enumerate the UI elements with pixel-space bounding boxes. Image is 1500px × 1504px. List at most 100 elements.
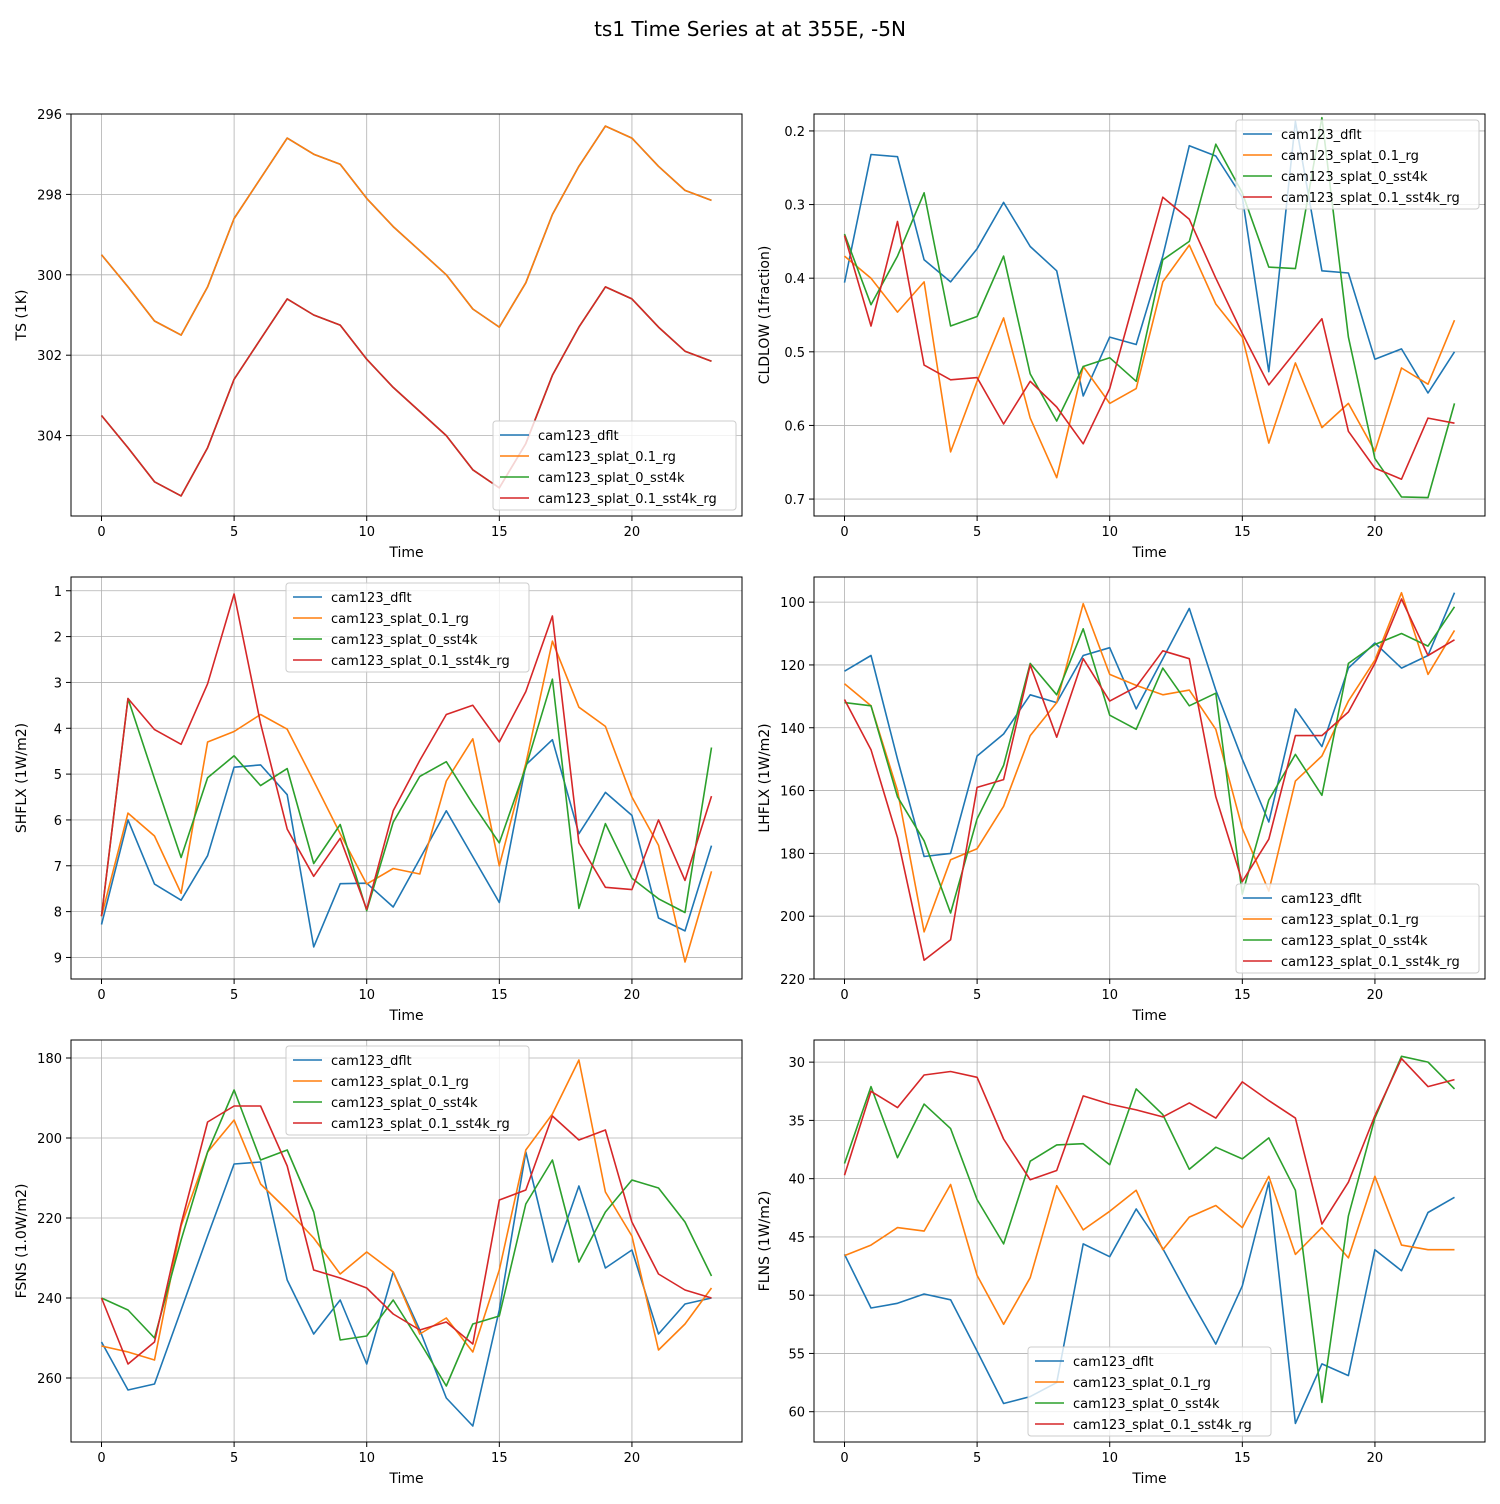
legend-label: cam123_dflt bbox=[538, 429, 619, 444]
y-tick-label: 3 bbox=[54, 676, 62, 691]
x-tick-label: 5 bbox=[230, 988, 238, 1003]
y-tick-label: 1 bbox=[54, 585, 62, 600]
y-tick-label: 30 bbox=[788, 1056, 805, 1071]
y-tick-label: 8 bbox=[54, 906, 62, 921]
y-tick-label: 7 bbox=[54, 860, 62, 875]
axes-frame bbox=[813, 576, 1486, 980]
x-tick-label: 15 bbox=[491, 525, 508, 540]
x-axis-label: Time bbox=[1131, 1471, 1166, 1487]
y-axis-label: SHFLX (1W/m2) bbox=[14, 723, 30, 833]
grid bbox=[71, 1040, 742, 1442]
series-line-cam123_splat_0_sst4k bbox=[843, 1055, 1456, 1404]
y-tick-label: 45 bbox=[788, 1231, 805, 1246]
y-tick-label: 40 bbox=[788, 1173, 805, 1188]
series-line-cam123_dflt bbox=[100, 738, 713, 948]
series-line-cam123_splat_0.1_sst4k_rg bbox=[100, 1105, 712, 1365]
y-tick-label: 220 bbox=[37, 1212, 62, 1227]
x-tick-label: 20 bbox=[624, 525, 641, 540]
x-tick-label: 0 bbox=[840, 1451, 848, 1466]
y-tick-label: 55 bbox=[788, 1347, 805, 1362]
legend-label: cam123_splat_0.1_rg bbox=[331, 1075, 469, 1090]
x-tick-label: 10 bbox=[1101, 525, 1118, 540]
x-tick-label: 10 bbox=[358, 525, 375, 540]
x-tick-label: 15 bbox=[1234, 988, 1251, 1003]
series-line-cam123_splat_0.1_sst4k_rg bbox=[100, 286, 712, 497]
subplot-6: 0 5 10 15 20 30 35 40 45 50 55 60 Time FLNS (1W/m2) ca… bbox=[757, 1039, 1486, 1487]
legend: cam123_dflt cam123_splat_0.1_rg cam123_spl… bbox=[1235, 883, 1480, 974]
legend-label: cam123_splat_0_sst4k bbox=[538, 471, 685, 486]
series-line-cam123_splat_0.1_rg bbox=[100, 640, 713, 963]
legend-label: cam123_splat_0_sst4k bbox=[1073, 1397, 1220, 1412]
x-tick-label: 10 bbox=[358, 1451, 375, 1466]
series-line-cam123_dflt bbox=[843, 1181, 1455, 1425]
series-line-cam123_splat_0.1_rg bbox=[844, 1175, 1455, 1326]
y-tick-label: 6 bbox=[54, 814, 62, 829]
axes-frame bbox=[70, 113, 743, 517]
x-tick-label: 0 bbox=[840, 525, 848, 540]
x-tick-label: 0 bbox=[97, 1451, 105, 1466]
axes-frame bbox=[813, 1039, 1486, 1443]
legend-box bbox=[1235, 883, 1480, 974]
legend-label: cam123_dflt bbox=[1073, 1355, 1154, 1370]
y-axis-label: LHFLX (1W/m2) bbox=[757, 723, 773, 832]
y-tick-label: 220 bbox=[780, 973, 805, 988]
legend: cam123_dflt cam123_splat_0.1_rg cam123_spl… bbox=[1235, 119, 1480, 210]
x-tick-label: 5 bbox=[973, 1451, 981, 1466]
x-tick-label: 20 bbox=[1367, 1451, 1384, 1466]
legend-label: cam123_splat_0.1_rg bbox=[1073, 1376, 1211, 1391]
x-axis-label: Time bbox=[388, 545, 423, 561]
x-tick-label: 10 bbox=[358, 988, 375, 1003]
y-tick-label: 300 bbox=[37, 269, 62, 284]
x-axis-label: Time bbox=[1131, 1008, 1166, 1024]
y-tick-label: 260 bbox=[37, 1372, 62, 1387]
legend-label: cam123_splat_0_sst4k bbox=[1281, 170, 1428, 185]
legend: cam123_dflt cam123_splat_0.1_rg cam123_spl… bbox=[285, 582, 530, 673]
x-tick-label: 5 bbox=[230, 1451, 238, 1466]
legend-label: cam123_dflt bbox=[1281, 128, 1362, 143]
y-tick-label: 2 bbox=[54, 631, 62, 646]
axes-frame bbox=[70, 576, 743, 980]
legend-label: cam123_splat_0.1_sst4k_rg bbox=[331, 654, 510, 669]
legend-label: cam123_splat_0.1_sst4k_rg bbox=[1281, 955, 1460, 970]
legend-label: cam123_splat_0.1_rg bbox=[1281, 149, 1419, 164]
y-tick-label: 296 bbox=[37, 108, 62, 123]
legend-label: cam123_splat_0.1_sst4k_rg bbox=[538, 492, 717, 507]
y-tick-label: 4 bbox=[54, 722, 62, 737]
subplot-2: 0 5 10 15 20 0.2 0.3 0.4 0.5 0.6 0.7 Time CLDLOW (1f… bbox=[757, 113, 1486, 561]
series-line-cam123_splat_0.1_rg bbox=[843, 244, 1456, 479]
x-axis-label: Time bbox=[388, 1008, 423, 1024]
y-axis-label: FLNS (1W/m2) bbox=[757, 1191, 773, 1292]
series-group bbox=[843, 591, 1456, 962]
series-line-cam123_dflt bbox=[844, 592, 1456, 858]
series-line-cam123_splat_0_sst4k bbox=[101, 1089, 713, 1387]
series-group bbox=[100, 1059, 713, 1427]
x-tick-label: 20 bbox=[624, 1451, 641, 1466]
y-tick-label: 0.7 bbox=[784, 493, 805, 508]
y-tick-label: 180 bbox=[37, 1052, 62, 1067]
legend-box bbox=[1235, 119, 1480, 210]
y-axis-label: CLDLOW (1fraction) bbox=[757, 246, 773, 385]
y-tick-label: 200 bbox=[37, 1132, 62, 1147]
x-axis-label: Time bbox=[1131, 545, 1166, 561]
legend-label: cam123_splat_0_sst4k bbox=[331, 633, 478, 648]
y-tick-label: 120 bbox=[780, 659, 805, 674]
y-tick-label: 35 bbox=[788, 1114, 805, 1129]
axes-frame bbox=[813, 113, 1486, 517]
y-tick-label: 0.6 bbox=[784, 419, 805, 434]
subplot-4: 0 5 10 15 20 100 120 140 160 180 200 220 Time LHFLX (… bbox=[757, 576, 1486, 1024]
legend-box bbox=[492, 420, 737, 511]
x-tick-label: 20 bbox=[624, 988, 641, 1003]
series-line-cam123_splat_0.1_rg bbox=[843, 591, 1456, 933]
series-line-cam123_splat_0_sst4k bbox=[844, 606, 1456, 914]
y-tick-label: 100 bbox=[780, 596, 805, 611]
y-tick-label: 180 bbox=[780, 847, 805, 862]
y-tick-label: 9 bbox=[54, 951, 62, 966]
legend-box bbox=[285, 582, 530, 673]
x-tick-label: 15 bbox=[1234, 525, 1251, 540]
figure-title: ts1 Time Series at at 355E, -5N bbox=[594, 17, 906, 41]
y-tick-label: 5 bbox=[54, 768, 62, 783]
x-tick-label: 15 bbox=[491, 988, 508, 1003]
legend-label: cam123_splat_0_sst4k bbox=[331, 1096, 478, 1111]
x-tick-label: 0 bbox=[840, 988, 848, 1003]
